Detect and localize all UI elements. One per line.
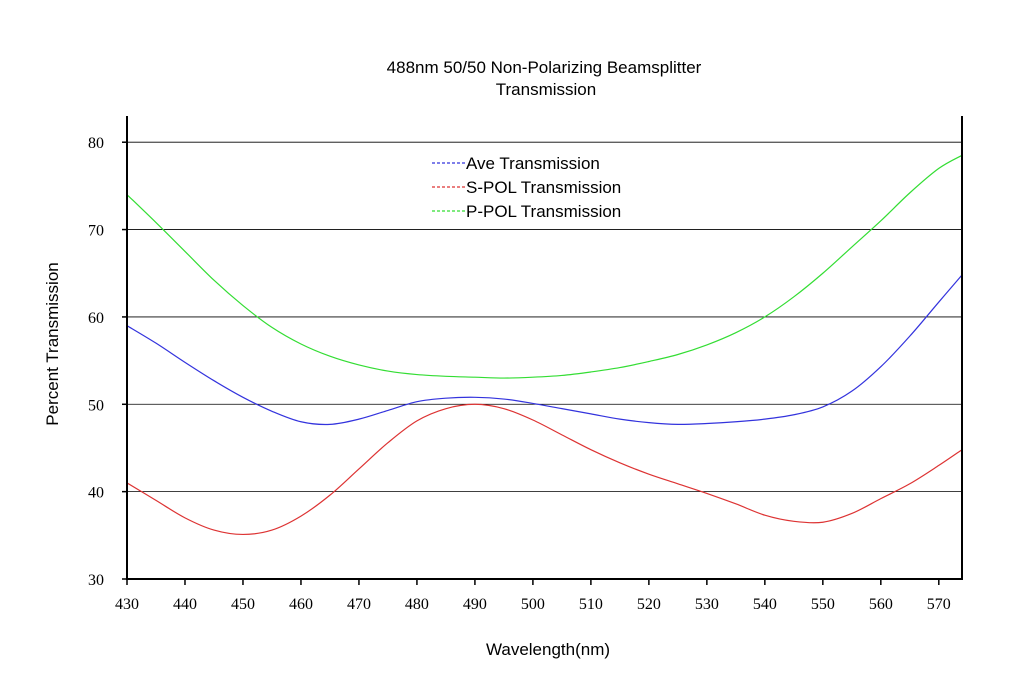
series-line-ave-transmission [126, 274, 963, 426]
chart-subtitle: Transmission [496, 80, 596, 99]
legend-label-s-pol-transmission: S-POL Transmission [466, 178, 621, 197]
legend-label-ave-transmission: Ave Transmission [466, 154, 600, 173]
y-tick-label-70: 70 [88, 223, 104, 240]
y-tick-label-40: 40 [88, 485, 104, 502]
series-line-p-pol-transmission [126, 154, 963, 379]
x-tick-label-440: 440 [173, 596, 197, 613]
chart-title: 488nm 50/50 Non-Polarizing Beamsplitter [387, 58, 702, 77]
x-tick-label-430: 430 [115, 596, 139, 613]
x-tick-label-550: 550 [811, 596, 835, 613]
y-tick-label-60: 60 [88, 310, 104, 327]
x-tick-label-530: 530 [695, 596, 719, 613]
x-ticks: 430 440 450 460 470 480 490 500 510 520 530 540 550 5… [115, 579, 951, 613]
x-tick-label-500: 500 [521, 596, 545, 613]
grid-lines [127, 141, 962, 493]
series-line-s-pol-transmission [126, 403, 963, 536]
x-tick-label-510: 510 [579, 596, 603, 613]
x-tick-label-520: 520 [637, 596, 661, 613]
x-tick-label-540: 540 [753, 596, 777, 613]
y-tick-label-80: 80 [88, 135, 104, 152]
y-ticks: 30 40 50 60 70 80 [88, 135, 127, 589]
x-tick-label-570: 570 [927, 596, 951, 613]
y-tick-label-50: 50 [88, 397, 104, 414]
x-tick-label-470: 470 [347, 596, 371, 613]
x-tick-label-460: 460 [289, 596, 313, 613]
series-lines [126, 154, 963, 536]
x-axis-label: Wavelength(nm) [486, 640, 610, 659]
x-tick-label-490: 490 [463, 596, 487, 613]
x-tick-label-480: 480 [405, 596, 429, 613]
y-tick-label-30: 30 [88, 572, 104, 589]
legend-label-p-pol-transmission: P-POL Transmission [466, 202, 621, 221]
x-tick-label-450: 450 [231, 596, 255, 613]
legend: Ave Transmission S-POL Transmission P-POL … [432, 154, 621, 221]
y-axis-label: Percent Transmission [43, 262, 62, 425]
x-tick-label-560: 560 [869, 596, 893, 613]
